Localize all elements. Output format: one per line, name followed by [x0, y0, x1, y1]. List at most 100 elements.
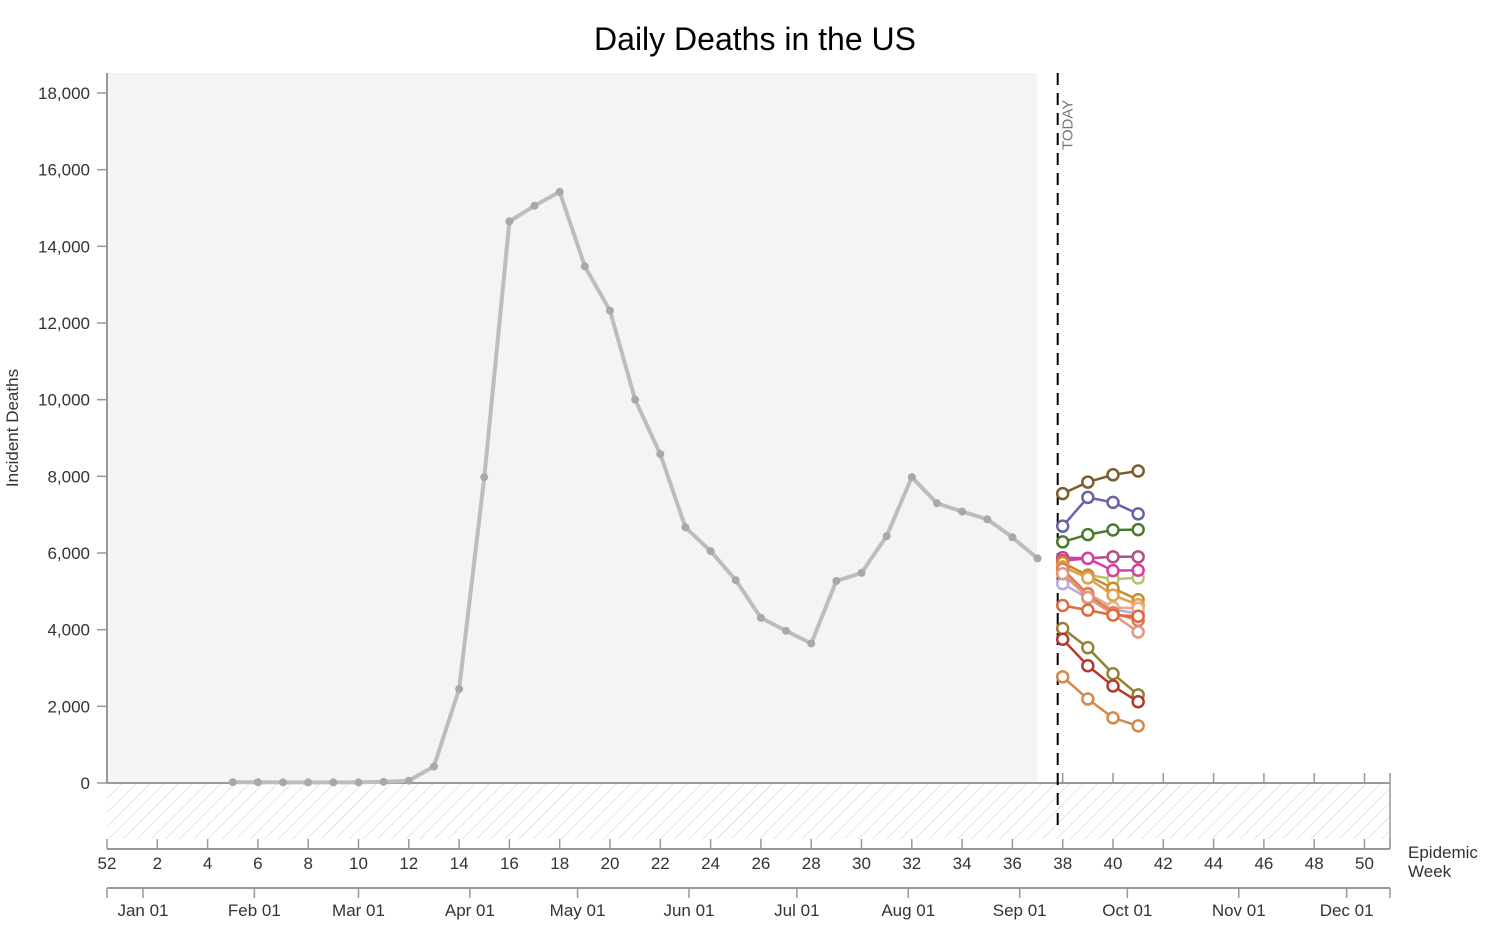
observed-point	[329, 778, 338, 787]
week-tick-label: 22	[651, 854, 670, 873]
forecast-line	[1061, 627, 1139, 696]
observed-point	[907, 473, 916, 482]
week-tick-label: 4	[203, 854, 212, 873]
week-tick-label: 12	[399, 854, 418, 873]
observed-point	[807, 639, 816, 648]
month-tick-label: Jan 01	[117, 901, 168, 920]
forecast-point	[1081, 658, 1095, 673]
y-tick-label: 10,000	[38, 391, 90, 410]
week-tick-label: 50	[1355, 854, 1374, 873]
month-tick-label: May 01	[550, 901, 606, 920]
forecast-point	[1106, 563, 1120, 578]
forecast-model	[1055, 464, 1145, 501]
forecast-point	[1055, 670, 1070, 684]
forecast-line	[1061, 572, 1139, 634]
forecast-model	[1055, 598, 1145, 623]
forecast-line	[1062, 604, 1139, 618]
forecast-line	[1061, 675, 1139, 728]
forecast-model	[1055, 490, 1145, 533]
month-axis-ticks: Jan 01 Feb 01 Mar 01 Apr 01 May 01 Jun 01 Jul …	[106, 888, 1391, 920]
observed-point	[958, 507, 967, 516]
week-tick-label: 24	[701, 854, 720, 873]
forecast-point	[1055, 519, 1070, 533]
forecast-point	[1131, 464, 1145, 478]
week-tick-label: 44	[1204, 854, 1223, 873]
forecast-point	[1131, 563, 1145, 577]
forecast-point	[1106, 468, 1120, 482]
y-axis-ticks: 0 2,000 4,000 6,000 8,000 10,000 12,000 14,000 1…	[38, 84, 107, 793]
week-tick-label: 2	[153, 854, 162, 873]
observed-point	[932, 499, 941, 508]
forecast-point	[1106, 608, 1120, 622]
forecast-line	[1062, 469, 1139, 495]
forecast-point	[1081, 490, 1095, 505]
forecast-model	[1055, 621, 1145, 702]
forecast-point	[1106, 495, 1120, 510]
week-tick-label: 32	[902, 854, 921, 873]
forecast-model	[1055, 632, 1145, 709]
forecast-line	[1061, 638, 1139, 703]
week-tick-label: 28	[802, 854, 821, 873]
observed-series	[228, 187, 1042, 787]
forecast-line	[1062, 528, 1139, 544]
week-tick-label: 18	[550, 854, 569, 873]
month-tick-label: Nov 01	[1212, 901, 1266, 920]
week-tick-label: 20	[601, 854, 620, 873]
observed-point	[1033, 554, 1042, 563]
week-tick-label: 52	[98, 854, 117, 873]
forecast-line	[1062, 582, 1139, 616]
week-tick-label: 10	[349, 854, 368, 873]
forecast-point	[1131, 507, 1145, 521]
forecast-point	[1131, 719, 1145, 733]
observed-point	[782, 626, 791, 635]
month-tick-label: Mar 01	[332, 901, 385, 920]
forecast-point	[1055, 598, 1070, 613]
forecast-model	[1055, 670, 1145, 733]
y-tick-label: 4,000	[47, 621, 90, 640]
observed-point	[580, 262, 589, 271]
observed-point	[354, 778, 363, 787]
forecast-model	[1055, 550, 1145, 566]
month-tick-label: Jul 01	[774, 901, 819, 920]
observed-point	[379, 777, 388, 786]
month-tick-label: Dec 01	[1320, 901, 1374, 920]
month-tick-label: Jun 01	[663, 901, 714, 920]
observed-point	[404, 776, 413, 785]
forecast-line	[1061, 496, 1139, 528]
month-tick-label: Oct 01	[1102, 901, 1152, 920]
observed-point	[832, 576, 841, 585]
week-axis-ticks: 52 2 4 6 8 10 12 14 16 18 20 22 24 26 28 30 32 34 36 38 40 42…	[98, 839, 1391, 873]
y-tick-label: 0	[81, 774, 90, 793]
past-region-background	[107, 73, 1037, 783]
week-axis-label: Epidemic Week	[1408, 843, 1483, 881]
month-tick-label: Sep 01	[993, 901, 1047, 920]
observed-point	[429, 762, 438, 771]
observed-point	[480, 473, 489, 482]
forecast-point	[1131, 522, 1145, 537]
observed-point	[983, 515, 992, 524]
week-tick-label: 42	[1154, 854, 1173, 873]
zero-line-ticks	[1061, 773, 1391, 849]
forecast-point	[1055, 486, 1070, 501]
forecast-point	[1081, 571, 1095, 585]
forecast-point	[1106, 679, 1120, 693]
forecast-line	[1062, 561, 1139, 601]
today-label: TODAY	[1060, 100, 1077, 150]
observed-point	[656, 450, 665, 459]
forecast-model	[1055, 522, 1145, 549]
forecast-point	[1081, 475, 1095, 489]
forecast-point	[1055, 621, 1070, 636]
y-tick-label: 18,000	[38, 84, 90, 103]
observed-point	[756, 613, 765, 622]
observed-point	[731, 576, 740, 585]
forecast-point	[1055, 632, 1070, 646]
week-tick-label: 46	[1254, 854, 1273, 873]
y-tick-label: 8,000	[47, 467, 90, 486]
week-tick-label: 16	[500, 854, 519, 873]
observed-point	[304, 778, 313, 787]
observed-point	[455, 685, 464, 694]
forecast-point	[1081, 590, 1095, 605]
forecast-point	[1131, 609, 1145, 623]
observed-point	[505, 217, 514, 226]
